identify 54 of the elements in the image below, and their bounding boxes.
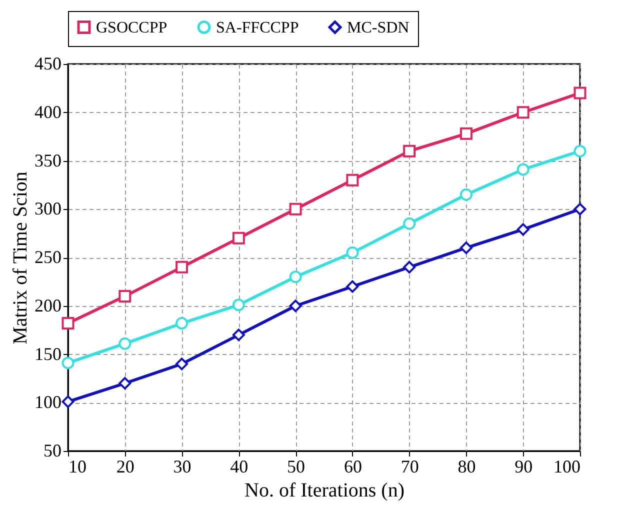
y-tick-label: 250: [34, 247, 62, 267]
y-tick-label: 450: [34, 54, 62, 74]
point: [232, 298, 245, 312]
point: [176, 260, 188, 274]
point: [460, 127, 472, 140]
y-tick-label: 50: [44, 440, 62, 460]
point: [516, 163, 530, 176]
y-tick-label: 300: [34, 198, 62, 219]
point: [118, 377, 132, 390]
x-tick-label: 80: [458, 456, 476, 476]
y-axis-title: Matrix of Time Scion: [10, 172, 32, 344]
point: [118, 337, 132, 350]
point: [62, 317, 74, 330]
point: [346, 246, 359, 259]
point: [460, 188, 472, 201]
x-axis-title: No. of Iterations (n): [244, 480, 404, 502]
point: [516, 223, 530, 236]
point: [403, 217, 416, 230]
legend-label: SA-FFCCPP: [216, 19, 299, 36]
point: [346, 174, 359, 186]
point: [232, 328, 245, 342]
point: [232, 232, 245, 244]
point: [403, 260, 416, 274]
y-tick-label: 150: [34, 344, 62, 364]
legend-label: GSOCCPP: [96, 19, 168, 36]
point: [574, 144, 586, 158]
x-tick-label: 30: [173, 456, 192, 476]
point: [289, 300, 302, 312]
point: [62, 356, 74, 370]
point: [289, 202, 302, 216]
point: [62, 395, 74, 408]
point: [118, 290, 132, 302]
point: [403, 144, 416, 158]
x-tick-label: 70: [400, 456, 419, 476]
x-tick-label: 90: [514, 456, 533, 476]
x-tick-label: 100: [554, 456, 580, 476]
y-tick-label: 400: [34, 102, 62, 122]
point: [346, 280, 359, 293]
y-tick-label: 200: [34, 295, 62, 316]
legend-label: MC-SDN: [347, 19, 410, 36]
point: [176, 317, 188, 330]
x-tick-label: 40: [230, 456, 248, 476]
x-tick-label: 20: [116, 456, 134, 476]
point: [289, 270, 302, 284]
point: [574, 86, 586, 100]
x-tick-label: 50: [287, 456, 306, 476]
point: [574, 202, 586, 216]
point: [176, 358, 188, 370]
y-tick-label: 350: [34, 150, 62, 170]
point: [460, 242, 472, 254]
point: [516, 106, 530, 119]
x-tick-label: 10: [68, 456, 86, 476]
y-tick-label: 100: [34, 392, 62, 412]
x-tick-label: 60: [344, 456, 362, 476]
